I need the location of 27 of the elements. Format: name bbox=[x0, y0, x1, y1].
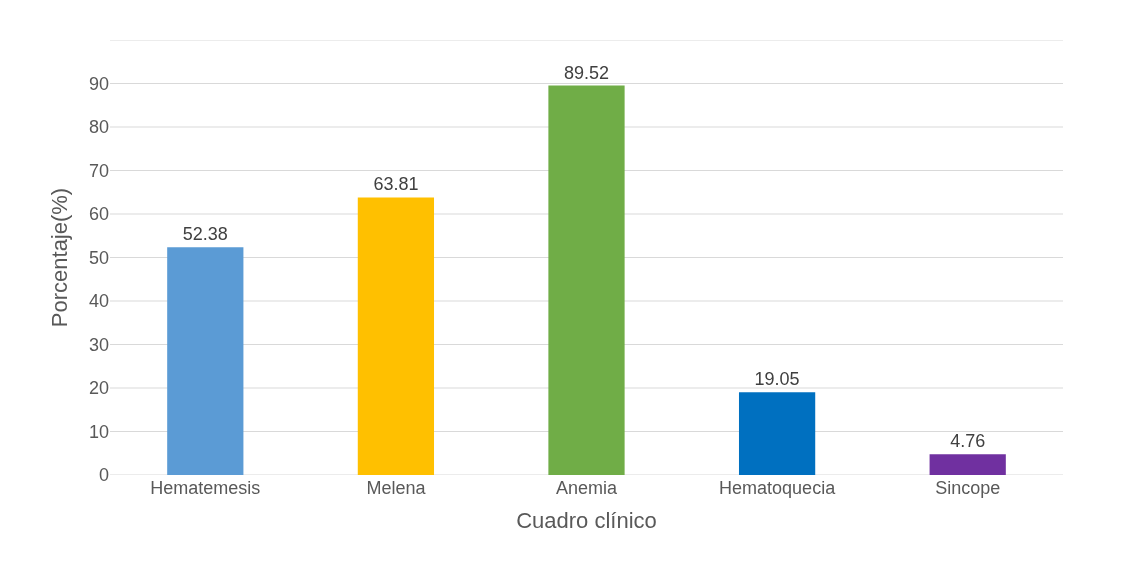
y-tick-label: 30 bbox=[88, 334, 109, 355]
data-label: 52.38 bbox=[182, 224, 228, 245]
y-tick-label: 20 bbox=[88, 378, 109, 399]
y-tick-label: 90 bbox=[88, 73, 109, 94]
bar bbox=[929, 454, 1006, 475]
data-label: 89.52 bbox=[563, 62, 610, 83]
y-tick-label: 10 bbox=[88, 421, 109, 442]
x-tick-label: Sincope bbox=[935, 478, 1001, 498]
data-label: 63.81 bbox=[373, 174, 419, 195]
y-tick-label: 80 bbox=[88, 117, 109, 138]
bar bbox=[548, 85, 625, 475]
y-tick-label: 70 bbox=[88, 160, 109, 181]
x-tick-label: Melena bbox=[366, 478, 427, 498]
data-label: 4.76 bbox=[950, 431, 986, 452]
y-tick-label: 60 bbox=[88, 204, 109, 225]
x-tick-label: Hematemesis bbox=[150, 478, 261, 498]
bar bbox=[738, 392, 816, 475]
y-tick-label: 50 bbox=[88, 247, 109, 268]
data-label: 19.05 bbox=[754, 369, 800, 390]
x-tick-label: Anemia bbox=[555, 478, 618, 498]
bar bbox=[357, 197, 435, 475]
y-tick-label: 40 bbox=[88, 291, 109, 312]
bar bbox=[167, 247, 244, 475]
x-axis-title: Cuadro clínico bbox=[516, 507, 657, 533]
x-tick-label: Hematoquecia bbox=[719, 478, 837, 498]
y-axis-title: Porcentaje(%) bbox=[46, 187, 72, 328]
y-tick-label: 0 bbox=[98, 465, 109, 486]
